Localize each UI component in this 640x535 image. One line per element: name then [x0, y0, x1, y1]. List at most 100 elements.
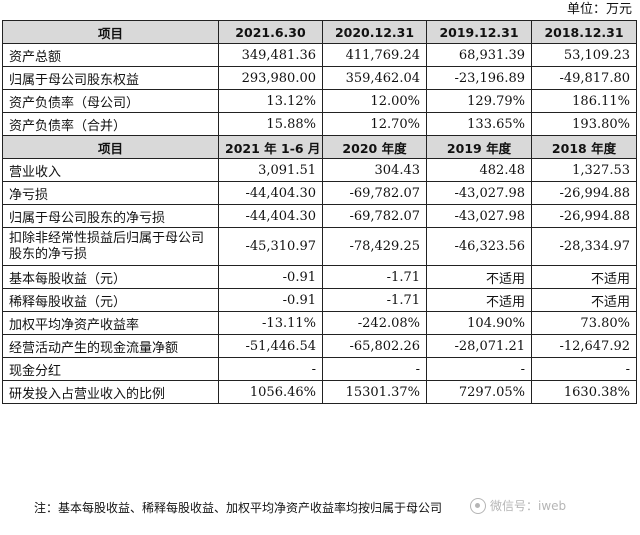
row-label: 归属于母公司股东的净亏损 — [2, 204, 219, 228]
cell-value: 15.88% — [218, 112, 323, 136]
unit-label: 单位：万元 — [566, 2, 632, 17]
header-period: 2021 年 1-6 月 — [218, 135, 323, 159]
cell-value: -44,404.30 — [218, 181, 323, 205]
header-period: 2020.12.31 — [322, 20, 427, 44]
table-row: 净亏损 -44,404.30 -69,782.07 -43,027.98 -26,994… — [2, 181, 637, 205]
cell-value: -46,323.56 — [426, 227, 532, 266]
cell-value: -44,404.30 — [218, 204, 323, 228]
financial-table: 项目 2021.6.30 2020.12.31 2019.12.31 2018.12.3… — [2, 20, 637, 404]
row-label: 加权平均净资产收益率 — [2, 311, 219, 335]
cell-value: -23,196.89 — [426, 66, 532, 90]
cell-value: - — [531, 357, 637, 381]
row-label: 资产负债率（合并） — [2, 112, 219, 136]
cell-value: - — [426, 357, 532, 381]
financial-table-body: 项目 2021.6.30 2020.12.31 2019.12.31 2018.12.3… — [2, 20, 637, 404]
header-period: 2018 年度 — [531, 135, 637, 159]
cell-value: -26,994.88 — [531, 181, 637, 205]
wechat-logo-icon — [470, 497, 486, 514]
header-period: 2018.12.31 — [531, 20, 637, 44]
row-label: 资产总额 — [2, 43, 219, 67]
cell-value: 293,980.00 — [218, 66, 323, 90]
row-label: 研发投入占营业收入的比例 — [2, 380, 219, 404]
cell-value: 不适用 — [426, 265, 532, 289]
table-header-row: 项目 2021.6.30 2020.12.31 2019.12.31 2018.12.3… — [2, 20, 637, 44]
cell-value: -242.08% — [322, 311, 427, 335]
row-label: 归属于母公司股东权益 — [2, 66, 219, 90]
cell-value: 133.65% — [426, 112, 532, 136]
header-period: 2021.6.30 — [218, 20, 323, 44]
table-row: 归属于母公司股东的净亏损 -44,404.30 -69,782.07 -43,027.… — [2, 204, 637, 228]
cell-value: -0.91 — [218, 288, 323, 312]
cell-value: -45,310.97 — [218, 227, 323, 266]
cell-value: - — [322, 357, 427, 381]
cell-value: 不适用 — [531, 288, 637, 312]
header-item-label: 项目 — [2, 20, 219, 44]
table-row: 研发投入占营业收入的比例 1056.46% 15301.37% 7297.05% 163… — [2, 380, 637, 404]
cell-value: -1.71 — [322, 265, 427, 289]
row-label: 扣除非经常性损益后归属于母公司股东的净亏损 — [2, 227, 219, 266]
header-period: 2019.12.31 — [426, 20, 532, 44]
cell-value: -65,802.26 — [322, 334, 427, 358]
cell-value: 7297.05% — [426, 380, 532, 404]
cell-value: -78,429.25 — [322, 227, 427, 266]
cell-value: -28,334.97 — [531, 227, 637, 266]
table-row: 扣除非经常性损益后归属于母公司股东的净亏损 -45,310.97 -78,429.2… — [2, 227, 637, 266]
cell-value: 193.80% — [531, 112, 637, 136]
cell-value: 12.70% — [322, 112, 427, 136]
table-row: 稀释每股收益（元） -0.91 -1.71 不适用 不适用 — [2, 288, 637, 312]
cell-value: -12,647.92 — [531, 334, 637, 358]
footnote: 注：基本每股收益、稀释每股收益、加权平均净资产收益率均按归属于母公司 — [34, 501, 443, 515]
cell-value: -49,817.80 — [531, 66, 637, 90]
watermark: 微信号：iweb — [470, 497, 566, 514]
row-label: 基本每股收益（元） — [2, 265, 219, 289]
cell-value: 73.80% — [531, 311, 637, 335]
cell-value: 53,109.23 — [531, 43, 637, 67]
table-row: 现金分红 - - - - — [2, 357, 637, 381]
row-label: 资产负债率（母公司） — [2, 89, 219, 113]
header-item-label: 项目 — [2, 135, 219, 159]
table-row: 资产负债率（合并） 15.88% 12.70% 133.65% 193.80% — [2, 112, 637, 136]
row-label: 稀释每股收益（元） — [2, 288, 219, 312]
cell-value: 不适用 — [531, 265, 637, 289]
cell-value: 1056.46% — [218, 380, 323, 404]
row-label: 经营活动产生的现金流量净额 — [2, 334, 219, 358]
row-label: 现金分红 — [2, 357, 219, 381]
cell-value: 1,327.53 — [531, 158, 637, 182]
table-row: 资产总额 349,481.36 411,769.24 68,931.39 53,109.… — [2, 43, 637, 67]
table-row: 归属于母公司股东权益 293,980.00 359,462.04 -23,196.89… — [2, 66, 637, 90]
table-row: 基本每股收益（元） -0.91 -1.71 不适用 不适用 — [2, 265, 637, 289]
cell-value: -28,071.21 — [426, 334, 532, 358]
table-row: 资产负债率（母公司） 13.12% 12.00% 129.79% 186.11% — [2, 89, 637, 113]
header-period: 2020 年度 — [322, 135, 427, 159]
cell-value: 3,091.51 — [218, 158, 323, 182]
cell-value: 359,462.04 — [322, 66, 427, 90]
cell-value: 129.79% — [426, 89, 532, 113]
cell-value: 411,769.24 — [322, 43, 427, 67]
cell-value: -43,027.98 — [426, 181, 532, 205]
cell-value: 482.48 — [426, 158, 532, 182]
header-period: 2019 年度 — [426, 135, 532, 159]
cell-value: -69,782.07 — [322, 204, 427, 228]
cell-value: -43,027.98 — [426, 204, 532, 228]
cell-value: - — [218, 357, 323, 381]
table-row: 经营活动产生的现金流量净额 -51,446.54 -65,802.26 -28,071… — [2, 334, 637, 358]
cell-value: 186.11% — [531, 89, 637, 113]
cell-value: 12.00% — [322, 89, 427, 113]
cell-value: 104.90% — [426, 311, 532, 335]
watermark-text: 微信号：iweb — [490, 499, 567, 513]
cell-value: 304.43 — [322, 158, 427, 182]
table-row: 营业收入 3,091.51 304.43 482.48 1,327.53 — [2, 158, 637, 182]
cell-value: -0.91 — [218, 265, 323, 289]
cell-value: -13.11% — [218, 311, 323, 335]
cell-value: 349,481.36 — [218, 43, 323, 67]
cell-value: 15301.37% — [322, 380, 427, 404]
cell-value: 不适用 — [426, 288, 532, 312]
table-row: 加权平均净资产收益率 -13.11% -242.08% 104.90% 73.80% — [2, 311, 637, 335]
cell-value: -69,782.07 — [322, 181, 427, 205]
cell-value: 1630.38% — [531, 380, 637, 404]
table-header-row: 项目 2021 年 1-6 月 2020 年度 2019 年度 2018 年度 — [2, 135, 637, 159]
row-label: 净亏损 — [2, 181, 219, 205]
cell-value: 68,931.39 — [426, 43, 532, 67]
row-label: 营业收入 — [2, 158, 219, 182]
cell-value: -51,446.54 — [218, 334, 323, 358]
